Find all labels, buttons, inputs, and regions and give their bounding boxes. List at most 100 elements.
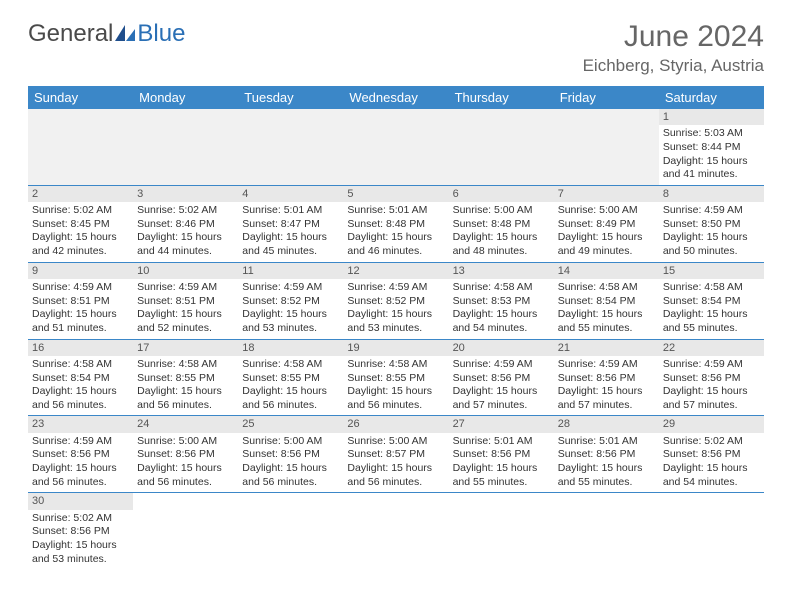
day-details: Sunrise: 4:58 AMSunset: 8:54 PMDaylight:… bbox=[554, 280, 659, 339]
sunset-line: Sunset: 8:56 PM bbox=[453, 372, 550, 386]
daylight-line-1: Daylight: 15 hours bbox=[242, 231, 339, 245]
daylight-line-2: and 41 minutes. bbox=[663, 168, 760, 182]
day-number: 21 bbox=[554, 340, 659, 356]
day-details: Sunrise: 4:58 AMSunset: 8:55 PMDaylight:… bbox=[238, 357, 343, 416]
calendar-day-cell: 6Sunrise: 5:00 AMSunset: 8:48 PMDaylight… bbox=[449, 185, 554, 262]
daylight-line-2: and 48 minutes. bbox=[453, 245, 550, 259]
day-details: Sunrise: 5:02 AMSunset: 8:56 PMDaylight:… bbox=[28, 511, 133, 570]
day-details: Sunrise: 4:59 AMSunset: 8:50 PMDaylight:… bbox=[659, 203, 764, 262]
title-block: June 2024 Eichberg, Styria, Austria bbox=[583, 20, 764, 76]
daylight-line-2: and 46 minutes. bbox=[347, 245, 444, 259]
daylight-line-1: Daylight: 15 hours bbox=[453, 231, 550, 245]
day-number: 20 bbox=[449, 340, 554, 356]
day-number: 11 bbox=[238, 263, 343, 279]
calendar-day-cell: 24 Sunrise: 5:00 AMSunset: 8:56 PMDayligh… bbox=[133, 416, 238, 493]
day-details: Sunrise: 4:58 AMSunset: 8:53 PMDaylight:… bbox=[449, 280, 554, 339]
daylight-line-2: and 54 minutes. bbox=[663, 476, 760, 490]
calendar-day-cell: 21Sunrise: 4:59 AMSunset: 8:56 PMDayligh… bbox=[554, 339, 659, 416]
sunrise-line: Sunrise: 4:59 AM bbox=[32, 435, 129, 449]
day-details: Sunrise: 5:01 AMSunset: 8:47 PMDaylight:… bbox=[238, 203, 343, 262]
day-details: Sunrise: 4:59 AMSunset: 8:52 PMDaylight:… bbox=[238, 280, 343, 339]
day-number: 24 bbox=[133, 416, 238, 432]
daylight-line-1: Daylight: 15 hours bbox=[663, 462, 760, 476]
calendar-empty-cell bbox=[554, 493, 659, 569]
daylight-line-1: Daylight: 15 hours bbox=[137, 231, 234, 245]
day-number: 12 bbox=[343, 263, 448, 279]
sunrise-line: Sunrise: 5:02 AM bbox=[663, 435, 760, 449]
day-details: Sunrise: 4:59 AMSunset: 8:51 PMDaylight:… bbox=[28, 280, 133, 339]
month-title: June 2024 bbox=[583, 20, 764, 54]
daylight-line-1: Daylight: 15 hours bbox=[347, 231, 444, 245]
calendar-day-cell: 12Sunrise: 4:59 AMSunset: 8:52 PMDayligh… bbox=[343, 262, 448, 339]
day-details: Sunrise: 4:58 AMSunset: 8:54 PMDaylight:… bbox=[659, 280, 764, 339]
sunset-line: Sunset: 8:54 PM bbox=[32, 372, 129, 386]
day-number: 29 bbox=[659, 416, 764, 432]
day-details: Sunrise: 5:01 AMSunset: 8:56 PMDaylight:… bbox=[449, 434, 554, 493]
sunrise-line: Sunrise: 5:00 AM bbox=[137, 435, 234, 449]
sunset-line: Sunset: 8:46 PM bbox=[137, 218, 234, 232]
calendar-empty-cell bbox=[449, 493, 554, 569]
day-details: Sunrise: 5:02 AMSunset: 8:45 PMDaylight:… bbox=[28, 203, 133, 262]
day-details: Sunrise: 5:00 AMSunset: 8:56 PMDaylight:… bbox=[238, 434, 343, 493]
sunset-line: Sunset: 8:53 PM bbox=[453, 295, 550, 309]
sunset-line: Sunset: 8:47 PM bbox=[242, 218, 339, 232]
day-number: 23 bbox=[28, 416, 133, 432]
calendar-day-cell: 18Sunrise: 4:58 AMSunset: 8:55 PMDayligh… bbox=[238, 339, 343, 416]
calendar-day-cell: 30Sunrise: 5:02 AMSunset: 8:56 PMDayligh… bbox=[28, 493, 133, 569]
weekday-header: Saturday bbox=[659, 86, 764, 109]
day-details: Sunrise: 4:59 AMSunset: 8:52 PMDaylight:… bbox=[343, 280, 448, 339]
calendar-day-cell: 16Sunrise: 4:58 AMSunset: 8:54 PMDayligh… bbox=[28, 339, 133, 416]
day-number: 17 bbox=[133, 340, 238, 356]
calendar-day-cell: 2Sunrise: 5:02 AMSunset: 8:45 PMDaylight… bbox=[28, 185, 133, 262]
sunrise-line: Sunrise: 5:02 AM bbox=[32, 204, 129, 218]
calendar-day-cell: 23Sunrise: 4:59 AMSunset: 8:56 PMDayligh… bbox=[28, 416, 133, 493]
sunset-line: Sunset: 8:49 PM bbox=[558, 218, 655, 232]
daylight-line-1: Daylight: 15 hours bbox=[242, 462, 339, 476]
calendar-day-cell: 28Sunrise: 5:01 AMSunset: 8:56 PMDayligh… bbox=[554, 416, 659, 493]
daylight-line-1: Daylight: 15 hours bbox=[663, 308, 760, 322]
sunrise-line: Sunrise: 4:59 AM bbox=[663, 358, 760, 372]
calendar-day-cell: 27Sunrise: 5:01 AMSunset: 8:56 PMDayligh… bbox=[449, 416, 554, 493]
calendar-day-cell: 17Sunrise: 4:58 AMSunset: 8:55 PMDayligh… bbox=[133, 339, 238, 416]
day-details: Sunrise: 5:02 AMSunset: 8:46 PMDaylight:… bbox=[133, 203, 238, 262]
daylight-line-1: Daylight: 15 hours bbox=[453, 308, 550, 322]
sunset-line: Sunset: 8:56 PM bbox=[558, 448, 655, 462]
day-number: 28 bbox=[554, 416, 659, 432]
calendar-day-cell: 15Sunrise: 4:58 AMSunset: 8:54 PMDayligh… bbox=[659, 262, 764, 339]
calendar-day-cell: 9Sunrise: 4:59 AMSunset: 8:51 PMDaylight… bbox=[28, 262, 133, 339]
day-details: Sunrise: 5:00 AMSunset: 8:56 PMDaylight:… bbox=[133, 434, 238, 493]
daylight-line-2: and 45 minutes. bbox=[242, 245, 339, 259]
location-subtitle: Eichberg, Styria, Austria bbox=[583, 56, 764, 76]
daylight-line-1: Daylight: 15 hours bbox=[558, 385, 655, 399]
sunset-line: Sunset: 8:55 PM bbox=[242, 372, 339, 386]
day-number: 7 bbox=[554, 186, 659, 202]
calendar-day-cell: 19Sunrise: 4:58 AMSunset: 8:55 PMDayligh… bbox=[343, 339, 448, 416]
sunrise-line: Sunrise: 5:01 AM bbox=[347, 204, 444, 218]
daylight-line-1: Daylight: 15 hours bbox=[347, 385, 444, 399]
daylight-line-2: and 55 minutes. bbox=[558, 322, 655, 336]
day-details: Sunrise: 5:02 AMSunset: 8:56 PMDaylight:… bbox=[659, 434, 764, 493]
calendar-head: SundayMondayTuesdayWednesdayThursdayFrid… bbox=[28, 86, 764, 109]
sunset-line: Sunset: 8:56 PM bbox=[32, 448, 129, 462]
daylight-line-1: Daylight: 15 hours bbox=[663, 155, 760, 169]
weekday-header: Thursday bbox=[449, 86, 554, 109]
day-number: 25 bbox=[238, 416, 343, 432]
calendar-day-cell: 5Sunrise: 5:01 AMSunset: 8:48 PMDaylight… bbox=[343, 185, 448, 262]
day-details: Sunrise: 4:59 AMSunset: 8:56 PMDaylight:… bbox=[659, 357, 764, 416]
sunset-line: Sunset: 8:51 PM bbox=[32, 295, 129, 309]
sunrise-line: Sunrise: 4:58 AM bbox=[347, 358, 444, 372]
weekday-header: Friday bbox=[554, 86, 659, 109]
day-number: 16 bbox=[28, 340, 133, 356]
day-number: 26 bbox=[343, 416, 448, 432]
daylight-line-1: Daylight: 15 hours bbox=[558, 462, 655, 476]
sunset-line: Sunset: 8:52 PM bbox=[242, 295, 339, 309]
sunrise-line: Sunrise: 4:58 AM bbox=[558, 281, 655, 295]
daylight-line-1: Daylight: 15 hours bbox=[32, 385, 129, 399]
sunset-line: Sunset: 8:56 PM bbox=[453, 448, 550, 462]
sunrise-line: Sunrise: 4:58 AM bbox=[453, 281, 550, 295]
sunset-line: Sunset: 8:56 PM bbox=[32, 525, 129, 539]
day-number: 9 bbox=[28, 263, 133, 279]
daylight-line-2: and 56 minutes. bbox=[347, 399, 444, 413]
day-number: 1 bbox=[659, 109, 764, 125]
day-number: 13 bbox=[449, 263, 554, 279]
